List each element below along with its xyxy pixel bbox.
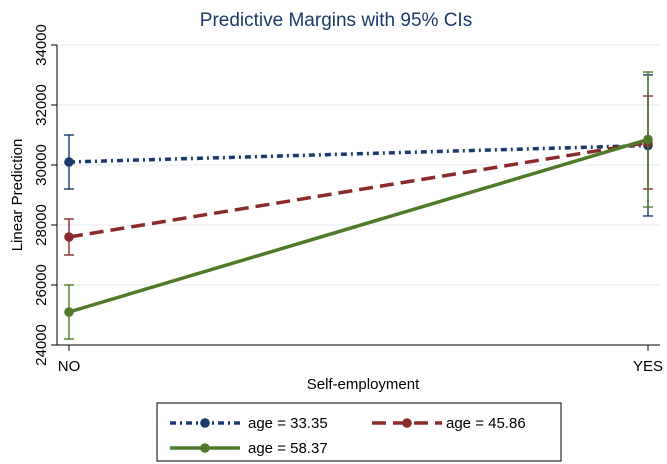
y-tick-label: 26000 — [33, 264, 50, 306]
legend-marker — [200, 418, 210, 428]
data-point — [643, 134, 653, 145]
y-axis-label: Linear Prediction — [9, 139, 26, 252]
x-tick-label: NO — [58, 358, 81, 375]
legend-marker — [200, 443, 210, 453]
series-line — [68, 137, 649, 314]
legend-label: age = 45.86 — [446, 415, 526, 432]
y-tick-label: 28000 — [33, 204, 50, 246]
series-group — [64, 71, 653, 340]
legend-box — [156, 402, 562, 462]
legend-items: age = 33.35 age = 45.86 age = 58.37 — [170, 415, 526, 457]
series-group — [64, 74, 653, 217]
y-tick-label: 24000 — [33, 324, 50, 366]
data-point — [64, 307, 74, 317]
axes — [56, 45, 660, 346]
x-tick-label: YES — [633, 358, 663, 375]
data-point — [64, 232, 74, 242]
y-tick-label: 30000 — [33, 144, 50, 186]
x-axis-label: Self-employment — [307, 376, 420, 393]
legend-label: age = 58.37 — [248, 440, 328, 457]
legend-marker — [402, 418, 412, 428]
y-tick-label: 34000 — [33, 24, 50, 66]
series-group — [64, 95, 653, 256]
gridlines — [57, 44, 660, 346]
data-point — [64, 157, 74, 167]
legend-label: age = 33.35 — [248, 415, 328, 432]
y-ticks: 24000 26000 28000 30000 32000 34000 — [33, 24, 57, 366]
series-line — [68, 143, 649, 164]
x-ticks: NO YES — [58, 345, 663, 375]
series-line — [68, 140, 649, 239]
y-tick-label: 32000 — [33, 84, 50, 126]
series-layer — [64, 71, 653, 340]
legend: age = 33.35 age = 45.86 age = 58.37 — [156, 402, 562, 462]
chart-title: Predictive Margins with 95% CIs — [200, 10, 472, 31]
